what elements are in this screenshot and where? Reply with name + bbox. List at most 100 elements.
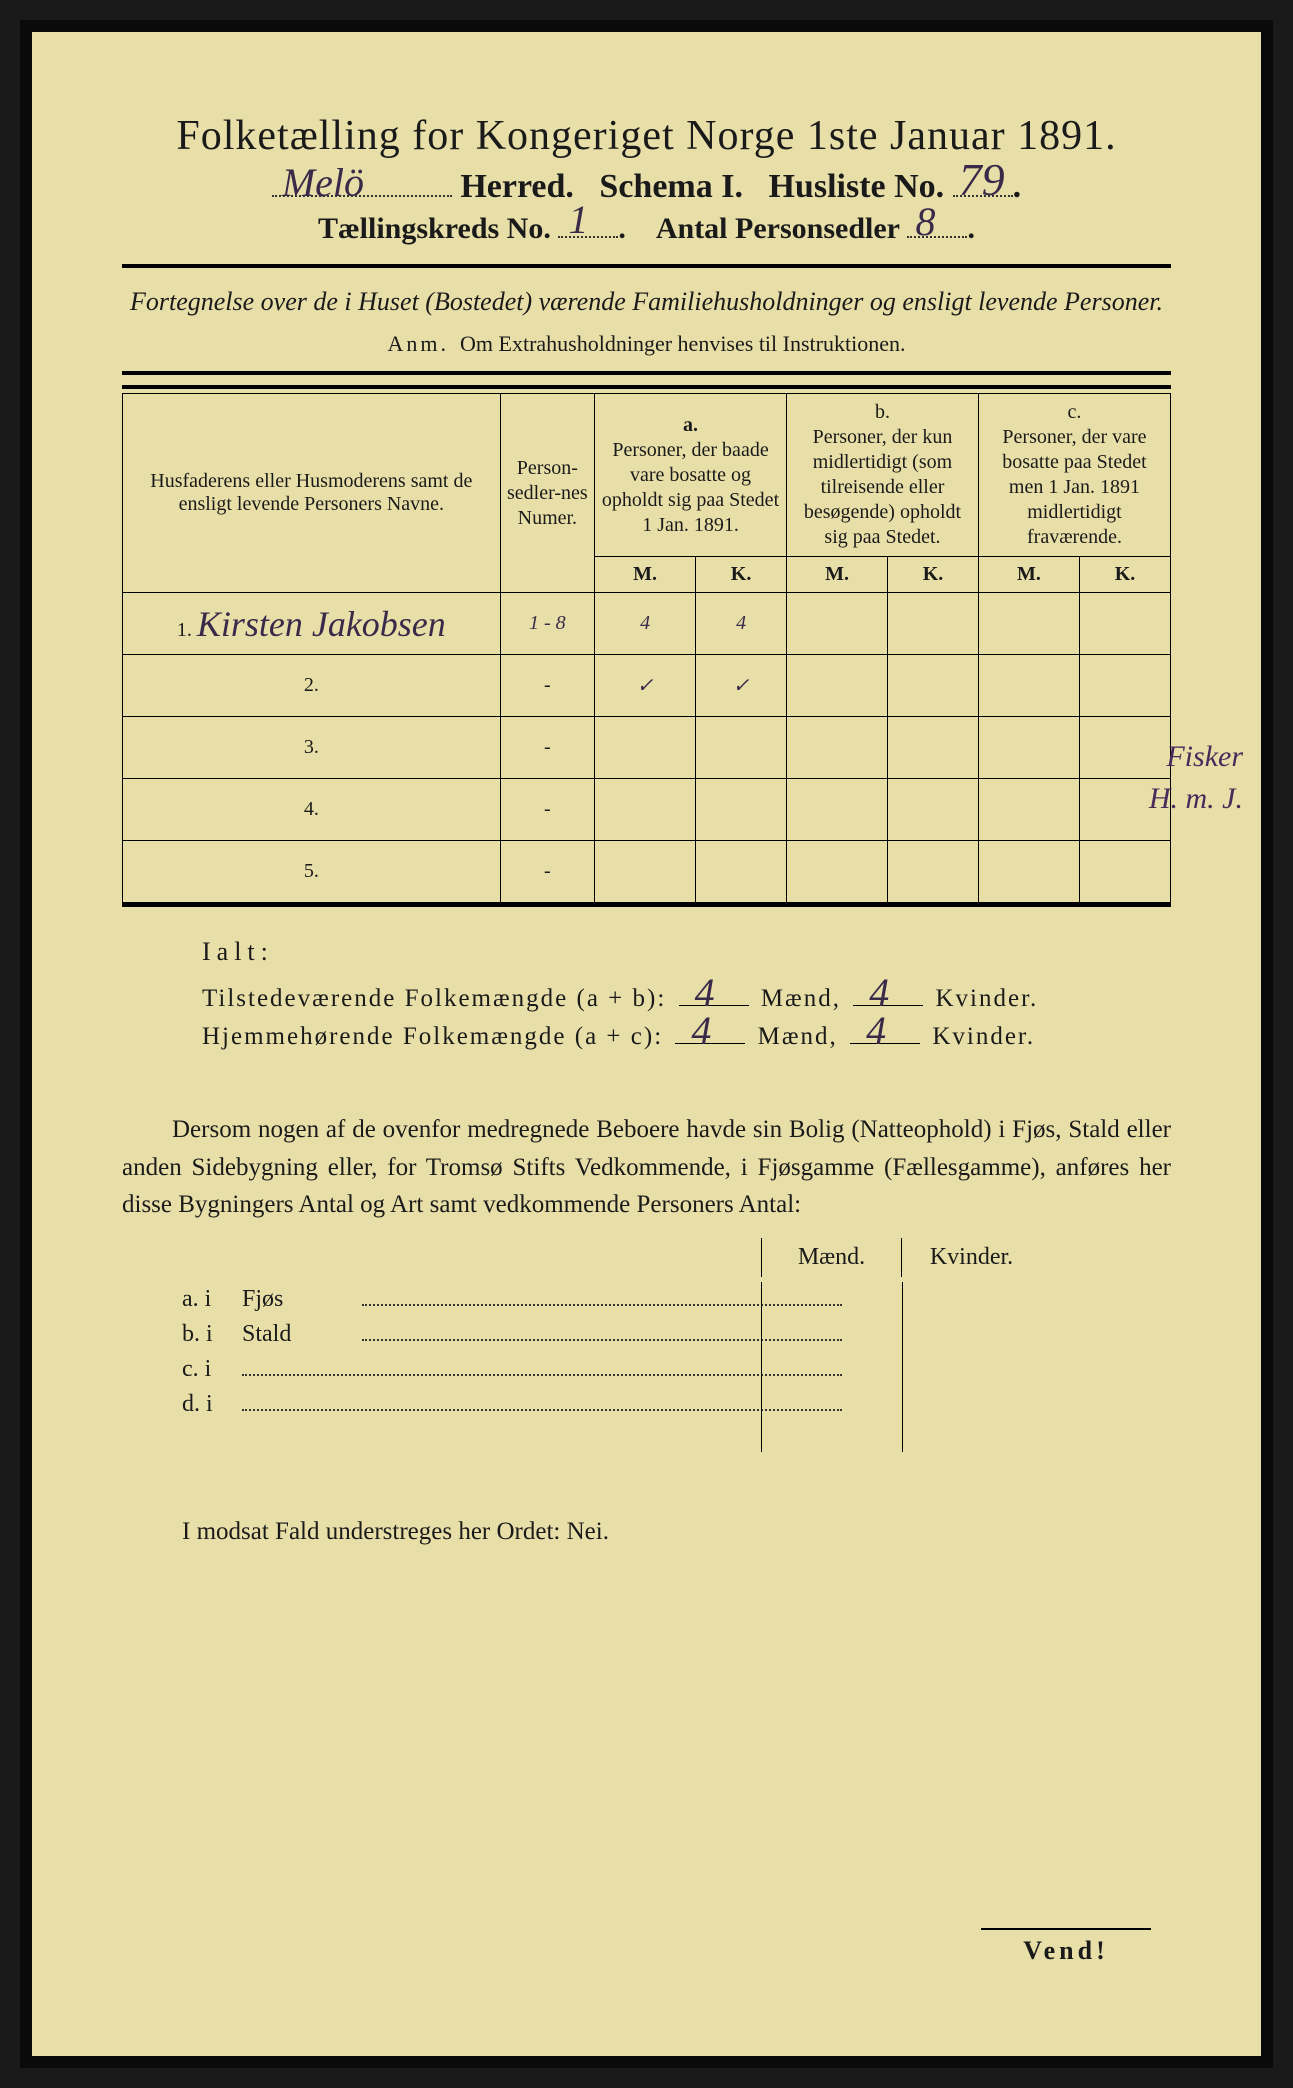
cell <box>787 717 888 779</box>
cell <box>888 655 979 717</box>
building-paragraph: Dersom nogen af de ovenfor medregnede Be… <box>122 1111 1171 1224</box>
header-line-2: Melö Herred. Schema I. Husliste No. 79 . <box>122 168 1171 206</box>
mk-b-k: K. <box>888 557 979 593</box>
row-name: Kirsten Jakobsen <box>197 604 446 644</box>
mk-columns <box>761 1282 1041 1452</box>
intro-text: Fortegnelse over de i Huset (Bostedet) v… <box>122 284 1171 319</box>
cell: - <box>500 779 594 841</box>
rule <box>122 371 1171 375</box>
line1-k-field: 4 <box>853 1005 923 1006</box>
totals-line-2: Hjemmehørende Folkemængde (a + c): 4 Mæn… <box>202 1023 1171 1051</box>
cell <box>595 841 696 903</box>
cell <box>787 779 888 841</box>
line1-m-field: 4 <box>679 1005 749 1006</box>
kvinder-header: Kvinder. <box>901 1238 1041 1277</box>
mk-c-k: K. <box>1080 557 1171 593</box>
margin-note-2: H. m. J. <box>1149 782 1243 816</box>
rule <box>122 264 1171 268</box>
table-row: 4. - <box>123 779 1171 841</box>
page-title: Folketælling for Kongeriget Norge 1ste J… <box>122 112 1171 160</box>
rule <box>122 385 1171 389</box>
cell <box>888 593 979 655</box>
rule <box>122 903 1171 907</box>
cell <box>978 717 1079 779</box>
line2-k-value: 4 <box>866 1007 888 1054</box>
row-name-cell: 1. Kirsten Jakobsen <box>123 593 501 655</box>
col-a-label: a. <box>683 414 698 436</box>
herred-label: Herred. <box>460 168 574 205</box>
nei-line: I modsat Fald understreges her Ordet: Ne… <box>182 1518 1171 1546</box>
mk-c-m: M. <box>978 557 1079 593</box>
maend-label: Mænd, <box>761 985 841 1012</box>
lead: c. i <box>182 1356 242 1383</box>
cell <box>1080 717 1171 779</box>
cell <box>696 779 787 841</box>
cell <box>696 841 787 903</box>
lead: d. i <box>182 1391 242 1418</box>
anm-line: Anm. Om Extrahusholdninger henvises til … <box>122 331 1171 357</box>
husliste-field: 79 <box>953 195 1013 197</box>
type: Fjøs <box>242 1286 362 1313</box>
cell <box>787 593 888 655</box>
cell <box>888 841 979 903</box>
cell <box>595 779 696 841</box>
col-header-a: a. Personer, der baade vare bosatte og o… <box>595 394 787 557</box>
line2-k-field: 4 <box>850 1043 920 1044</box>
maend-header: Mænd. <box>761 1238 901 1277</box>
mk-a-m: M. <box>595 557 696 593</box>
cell: ✓ <box>595 655 696 717</box>
taellingskreds-field: 1 <box>558 236 618 238</box>
col-header-b: b. Personer, der kun midlertidigt (som t… <box>787 394 979 557</box>
antal-label: Antal Personsedler <box>656 212 900 245</box>
cell <box>696 717 787 779</box>
herred-field: Melö <box>272 195 452 197</box>
type: Stald <box>242 1321 362 1348</box>
col-header-name: Husfaderens eller Husmoderens samt de en… <box>123 394 501 593</box>
row-number: 5. <box>123 841 501 903</box>
cell <box>1080 655 1171 717</box>
col-header-c: c. Personer, der vare bosatte paa Stedet… <box>978 394 1170 557</box>
row-number: 4. <box>123 779 501 841</box>
cell: 4 <box>696 593 787 655</box>
cell <box>888 717 979 779</box>
mk-a-k: K. <box>696 557 787 593</box>
cell <box>787 841 888 903</box>
anm-prefix: Anm. <box>388 331 450 356</box>
husliste-value: 79 <box>959 153 1005 206</box>
line2-m-field: 4 <box>675 1043 745 1044</box>
col-a-text: Personer, der baade vare bosatte og opho… <box>602 439 779 536</box>
ialt-label: Ialt: <box>202 937 1171 967</box>
col-c-text: Personer, der vare bosatte paa Stedet me… <box>1002 426 1146 548</box>
anm-text: Om Extrahusholdninger henvises til Instr… <box>460 331 905 356</box>
table-row: 1. Kirsten Jakobsen 1 - 8 4 4 <box>123 593 1171 655</box>
lead: a. i <box>182 1286 242 1313</box>
building-section: Mænd. Kvinder. a. i Fjøs b. i Stald c. i… <box>122 1248 1171 1468</box>
col-b-label: b. <box>875 401 890 423</box>
margin-note-1: Fisker <box>1166 740 1243 774</box>
dots <box>242 1374 842 1376</box>
cell: - <box>500 841 594 903</box>
cell <box>1080 593 1171 655</box>
vend-label: Vend! <box>981 1928 1151 1966</box>
cell <box>787 655 888 717</box>
totals-block: Ialt: Tilstedeværende Folkemængde (a + b… <box>202 937 1171 1051</box>
line2-label: Hjemmehørende Folkemængde (a + c): <box>202 1023 663 1050</box>
mk-b-m: M. <box>787 557 888 593</box>
maend-label: Mænd, <box>758 1023 838 1050</box>
line1-label: Tilstedeværende Folkemængde (a + b): <box>202 985 666 1012</box>
cell: - <box>500 655 594 717</box>
header-line-3: Tællingskreds No. 1 . Antal Personsedler… <box>122 212 1171 246</box>
cell: 4 <box>595 593 696 655</box>
herred-value: Melö <box>282 159 364 206</box>
cell <box>595 717 696 779</box>
schema-label: Schema I. <box>599 168 743 205</box>
cell <box>978 841 1079 903</box>
row-num-cell: 1 - 8 <box>500 593 594 655</box>
mk-header: Mænd. Kvinder. <box>761 1238 1041 1277</box>
table-row: 5. - <box>123 841 1171 903</box>
table-row: 2. - ✓ ✓ <box>123 655 1171 717</box>
cell <box>978 655 1079 717</box>
table-row: 3. - <box>123 717 1171 779</box>
dots <box>242 1409 842 1411</box>
col-b-text: Personer, der kun midlertidigt (som tilr… <box>804 426 961 548</box>
